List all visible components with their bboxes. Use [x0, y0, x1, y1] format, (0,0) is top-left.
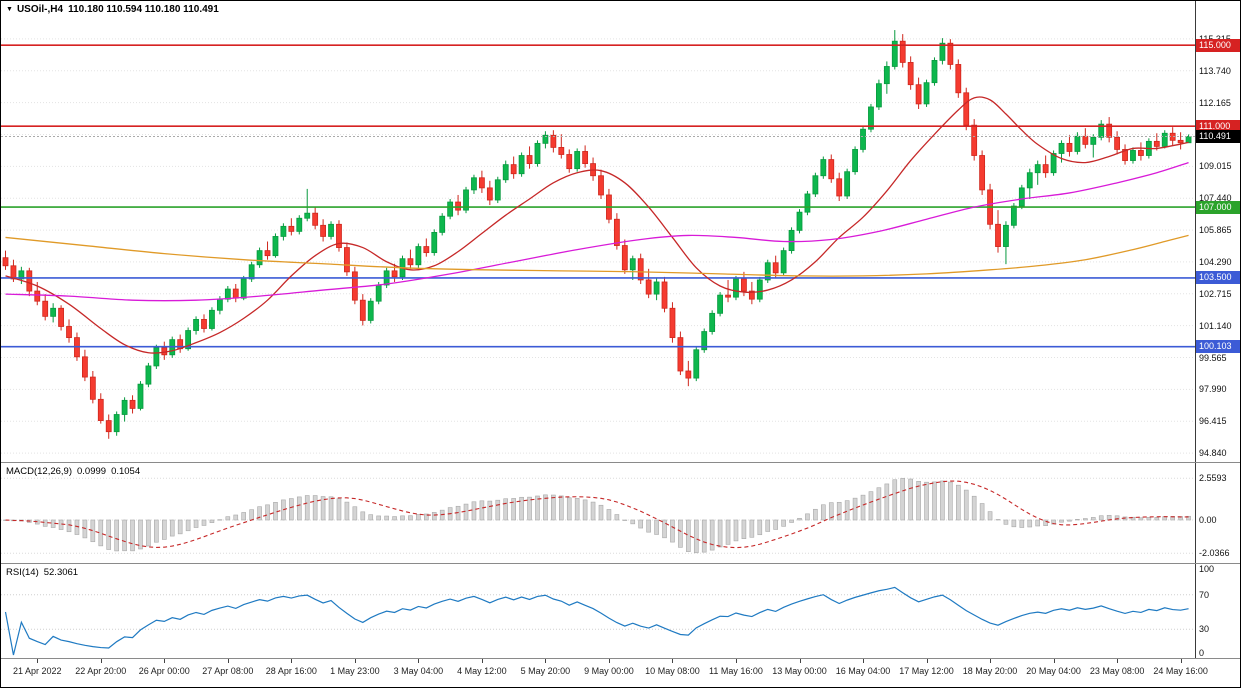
panel-separator [1, 658, 1240, 659]
time-tick [354, 659, 356, 663]
time-axis-label: 17 May 12:00 [899, 666, 954, 676]
time-axis-label: 20 May 04:00 [1026, 666, 1081, 676]
rsi-value: 52.3061 [43, 567, 79, 578]
time-tick [1117, 659, 1119, 663]
time-tick [418, 659, 420, 663]
time-tick [926, 659, 928, 663]
current-price-badge: 110.491 [1196, 129, 1240, 143]
macd-signal-value: 0.1054 [111, 466, 141, 477]
time-axis-label: 9 May 00:00 [584, 666, 634, 676]
ma-mid-line [5, 161, 1189, 302]
time-tick [799, 659, 801, 663]
time-axis-label: 27 Apr 08:00 [202, 666, 254, 676]
macd-axis[interactable]: 2.5593 0.00 -2.0366 [1195, 463, 1240, 563]
price-axis-label: 104.290 [1199, 256, 1232, 267]
time-tick [164, 659, 166, 663]
price-axis-label: 101.140 [1199, 320, 1232, 331]
macd-indicator-panel[interactable]: MACD(12,26,9) 0.0999 0.1054 2.5593 0.00 -2.0… [1, 463, 1240, 563]
rsi-indicator-panel[interactable]: RSI(14) 52.3061 100 70 30 0 [1, 564, 1240, 658]
time-tick [608, 659, 610, 663]
rsi-name: RSI(14) [6, 567, 39, 578]
price-axis[interactable]: 115.315113.740112.165110.590109.015107.4… [1195, 1, 1240, 462]
time-tick [735, 659, 737, 663]
price-level-badge: 115.000 [1196, 38, 1240, 52]
macd-chart[interactable] [1, 463, 1196, 563]
time-tick [1180, 659, 1182, 663]
price-axis-label: 105.865 [1199, 225, 1232, 236]
time-axis-label: 1 May 23:00 [330, 666, 380, 676]
rsi-axis-label: 70 [1199, 589, 1210, 600]
price-axis-label: 113.740 [1199, 65, 1231, 76]
price-chart-panel[interactable]: ▼ USOil-,H4 110.180 110.594 110.180 110.49… [1, 1, 1240, 462]
rsi-line [4, 586, 1189, 656]
time-tick [1053, 659, 1055, 663]
symbol-dropdown-icon[interactable]: ▼ [6, 6, 13, 13]
time-axis-label: 11 May 16:00 [709, 666, 763, 676]
rsi-axis[interactable]: 100 70 30 0 [1195, 564, 1240, 658]
time-tick [37, 659, 39, 663]
time-tick [227, 659, 229, 663]
time-axis-label: 5 May 20:00 [520, 666, 571, 676]
price-axis-label: 97.990 [1199, 384, 1227, 395]
time-axis[interactable]: 21 Apr 2022 22 Apr 20:00 26 Apr 00:00 27 Ap… [1, 659, 1240, 687]
rsi-axis-label: 0 [1199, 648, 1205, 658]
time-axis-label: 26 Apr 00:00 [138, 666, 190, 676]
ma-fast-line [5, 96, 1189, 354]
time-axis-label: 24 May 16:00 [1153, 666, 1208, 676]
time-tick [481, 659, 483, 663]
time-axis-label: 28 Apr 16:00 [265, 666, 317, 676]
symbol-period-label: USOil-,H4 [16, 4, 64, 15]
price-axis-label: 96.415 [1199, 416, 1227, 427]
macd-signal-line [5, 480, 1189, 549]
time-axis-label: 22 Apr 20:00 [75, 666, 127, 676]
time-axis-label: 4 May 12:00 [457, 666, 507, 676]
moving-averages-layer [5, 96, 1189, 354]
rsi-chart[interactable] [1, 564, 1196, 658]
time-tick [100, 659, 102, 663]
price-axis-label: 102.715 [1199, 288, 1232, 299]
macd-axis-label: -2.0366 [1199, 548, 1230, 559]
time-axis-label: 23 May 08:00 [1089, 666, 1145, 676]
macd-value: 0.0999 [77, 466, 107, 477]
time-axis-label: 18 May 20:00 [962, 666, 1018, 676]
macd-histogram [3, 477, 1191, 554]
price-axis-label: 109.015 [1199, 161, 1232, 172]
price-axis-label: 107.440 [1199, 193, 1232, 204]
price-axis-label: 112.165 [1199, 97, 1231, 108]
time-axis-label: 16 May 04:00 [835, 666, 891, 676]
rsi-indicator-label: RSI(14) 52.3061 [6, 567, 83, 578]
chart-title: ▼ USOil-,H4 110.180 110.594 110.180 110.49… [6, 4, 219, 15]
rsi-axis-label: 30 [1199, 624, 1210, 635]
panel-separator [1, 563, 1240, 564]
macd-axis-label: 0.00 [1199, 515, 1217, 525]
price-axis-label: 99.565 [1199, 352, 1227, 363]
price-level-badge: 111.000 [1196, 119, 1240, 133]
time-tick [863, 659, 865, 663]
macd-indicator-label: MACD(12,26,9) 0.0999 0.1054 [6, 466, 145, 477]
macd-axis-label: 2.5593 [1199, 473, 1227, 484]
candlestick-chart[interactable] [1, 1, 1196, 462]
ohlc-values: 110.180 110.594 110.180 110.491 [68, 4, 219, 15]
candles-layer [2, 30, 1192, 439]
rsi-axis-label: 100 [1199, 564, 1215, 574]
price-level-badge: 107.000 [1196, 200, 1240, 214]
price-axis-label: 94.840 [1199, 448, 1227, 459]
grid-lines [1, 38, 1196, 454]
time-axis-label: 3 May 04:00 [393, 666, 444, 676]
price-level-badge: 103.500 [1196, 271, 1240, 285]
ma-slow-line [5, 234, 1189, 277]
panel-separator [1, 462, 1240, 463]
time-tick [990, 659, 992, 663]
time-axis-label: 21 Apr 2022 [12, 666, 62, 676]
time-axis-label: 13 May 00:00 [772, 666, 827, 676]
price-level-badge: 100.103 [1196, 340, 1240, 354]
time-tick [545, 659, 547, 663]
support-resistance-lines[interactable] [1, 44, 1196, 348]
time-axis-label: 10 May 08:00 [645, 666, 700, 676]
time-tick [672, 659, 674, 663]
macd-name: MACD(12,26,9) [6, 466, 72, 477]
time-tick [291, 659, 293, 663]
